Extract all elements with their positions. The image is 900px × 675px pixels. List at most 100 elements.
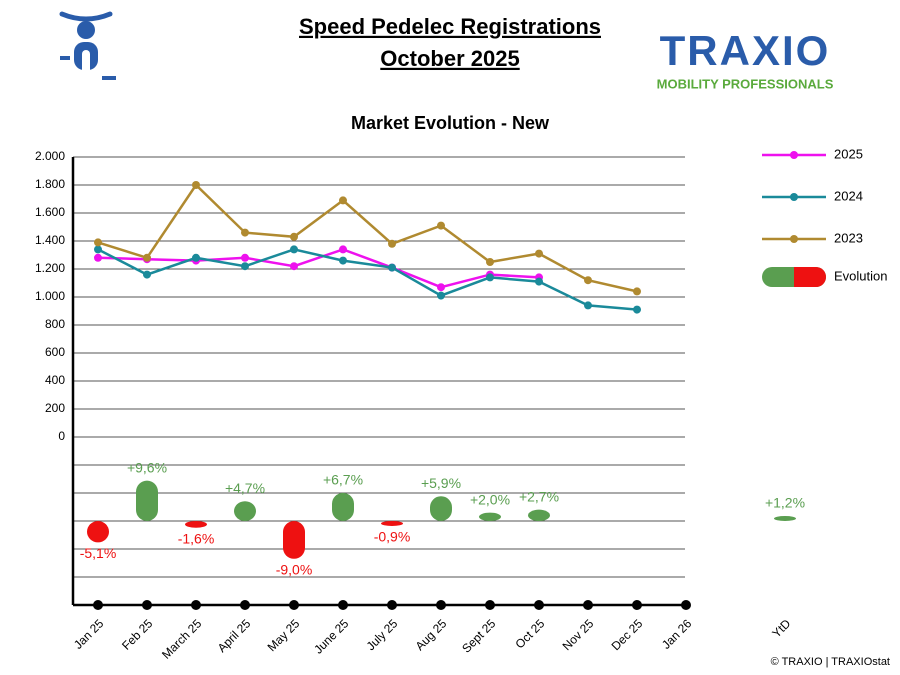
evolution-bar	[528, 509, 550, 521]
x-tick-label: Oct 25	[512, 616, 547, 651]
series-point	[192, 181, 200, 189]
x-tick-label: March 25	[159, 616, 205, 662]
series-point	[486, 273, 494, 282]
series-point	[437, 283, 445, 292]
series-point	[290, 232, 298, 241]
axis-dot	[289, 600, 299, 610]
axis-dot	[436, 600, 446, 610]
data-label: +6,7%	[323, 472, 363, 488]
series-point	[535, 249, 543, 258]
legend-label: 2023	[834, 230, 863, 245]
data-label: -5,1%	[80, 545, 117, 561]
y-tick-label: 1.000	[35, 289, 65, 303]
chart-title: Market Evolution - New	[351, 113, 550, 133]
series-point	[633, 287, 641, 296]
series-point	[192, 253, 200, 262]
evolution-bar	[430, 496, 452, 521]
y-tick-label: 2.000	[35, 149, 65, 163]
legend-swatch	[790, 235, 798, 243]
y-tick-label: 400	[45, 373, 65, 387]
data-label: +1,2%	[765, 495, 805, 511]
axis-dot	[632, 600, 642, 610]
x-tick-label: July 25	[364, 616, 401, 653]
series-point	[143, 253, 151, 262]
evolution-bar	[185, 521, 207, 528]
series-line	[97, 248, 540, 289]
evolution-bar	[774, 515, 796, 521]
y-tick-label: 0	[58, 429, 65, 443]
series-point	[584, 301, 592, 310]
page-title: Speed Pedelec Registrations	[299, 14, 601, 39]
axis-dot	[142, 600, 152, 610]
legend-label: 2025	[834, 146, 863, 161]
x-tick-label: April 25	[215, 616, 254, 655]
series-point	[241, 262, 249, 271]
series-line	[97, 248, 638, 311]
data-label: +9,6%	[127, 459, 167, 475]
legend-swatch	[794, 267, 826, 287]
brand-tagline: MOBILITY PROFESSIONALS	[657, 76, 834, 91]
series-point	[94, 253, 102, 262]
series-point	[339, 256, 347, 265]
y-tick-label: 1.600	[35, 205, 65, 219]
footer: © TRAXIO | TRAXIOstat	[771, 656, 890, 668]
series-point	[437, 221, 445, 230]
data-label: +4,7%	[225, 480, 265, 496]
page-subtitle: October 2025	[380, 46, 519, 71]
data-label: -1,6%	[178, 530, 215, 546]
axis-dot	[338, 600, 348, 610]
series-point	[290, 245, 298, 254]
x-tick-label: Dec 25	[609, 616, 646, 653]
x-tick-label: Aug 25	[413, 616, 450, 653]
data-label: +5,9%	[421, 475, 461, 491]
series-point	[584, 276, 592, 285]
series-line	[97, 183, 638, 293]
series-point	[388, 263, 396, 272]
rider-icon	[59, 11, 116, 88]
data-label: -9,0%	[276, 562, 313, 578]
data-label: +2,7%	[519, 488, 559, 504]
axis-dot	[240, 600, 250, 610]
legend-label: 2024	[834, 188, 863, 203]
series-point	[388, 239, 396, 248]
axis-dot	[534, 600, 544, 610]
x-tick-label: Feb 25	[119, 616, 156, 653]
data-label: +2,0%	[470, 491, 510, 507]
y-tick-label: 1.800	[35, 177, 65, 191]
evolution-bar	[332, 492, 354, 521]
series-point	[241, 228, 249, 237]
series-point	[339, 245, 347, 254]
axis-dot	[387, 600, 397, 610]
series-point	[94, 238, 102, 247]
series-point	[437, 291, 445, 300]
axis-dot	[583, 600, 593, 610]
evolution-bar	[283, 521, 305, 559]
legend-label: Evolution	[834, 268, 887, 283]
axis-dot	[681, 600, 691, 610]
brand-logo: TRAXIO	[660, 27, 831, 74]
x-tick-label: YtD	[769, 616, 793, 640]
y-tick-label: 800	[45, 317, 65, 331]
series-point	[241, 253, 249, 262]
y-tick-label: 600	[45, 345, 65, 359]
x-tick-label: Nov 25	[560, 616, 597, 653]
axis-dot	[191, 600, 201, 610]
series-point	[633, 305, 641, 314]
series-point	[290, 262, 298, 271]
x-tick-label: June 25	[311, 616, 351, 656]
series-point	[535, 277, 543, 286]
axis-dot	[93, 600, 103, 610]
series-point	[339, 196, 347, 205]
x-tick-label: Jan 25	[71, 616, 107, 652]
evolution-bar	[87, 521, 109, 543]
axis-dot	[485, 600, 495, 610]
legend-swatch	[790, 193, 798, 201]
series-point	[143, 270, 151, 279]
x-tick-label: Jan 26	[659, 616, 695, 652]
evolution-bar	[136, 480, 158, 521]
evolution-bar	[234, 501, 256, 521]
data-label: -0,9%	[374, 529, 411, 545]
x-tick-label: Sept 25	[459, 616, 498, 655]
y-tick-label: 1.200	[35, 261, 65, 275]
